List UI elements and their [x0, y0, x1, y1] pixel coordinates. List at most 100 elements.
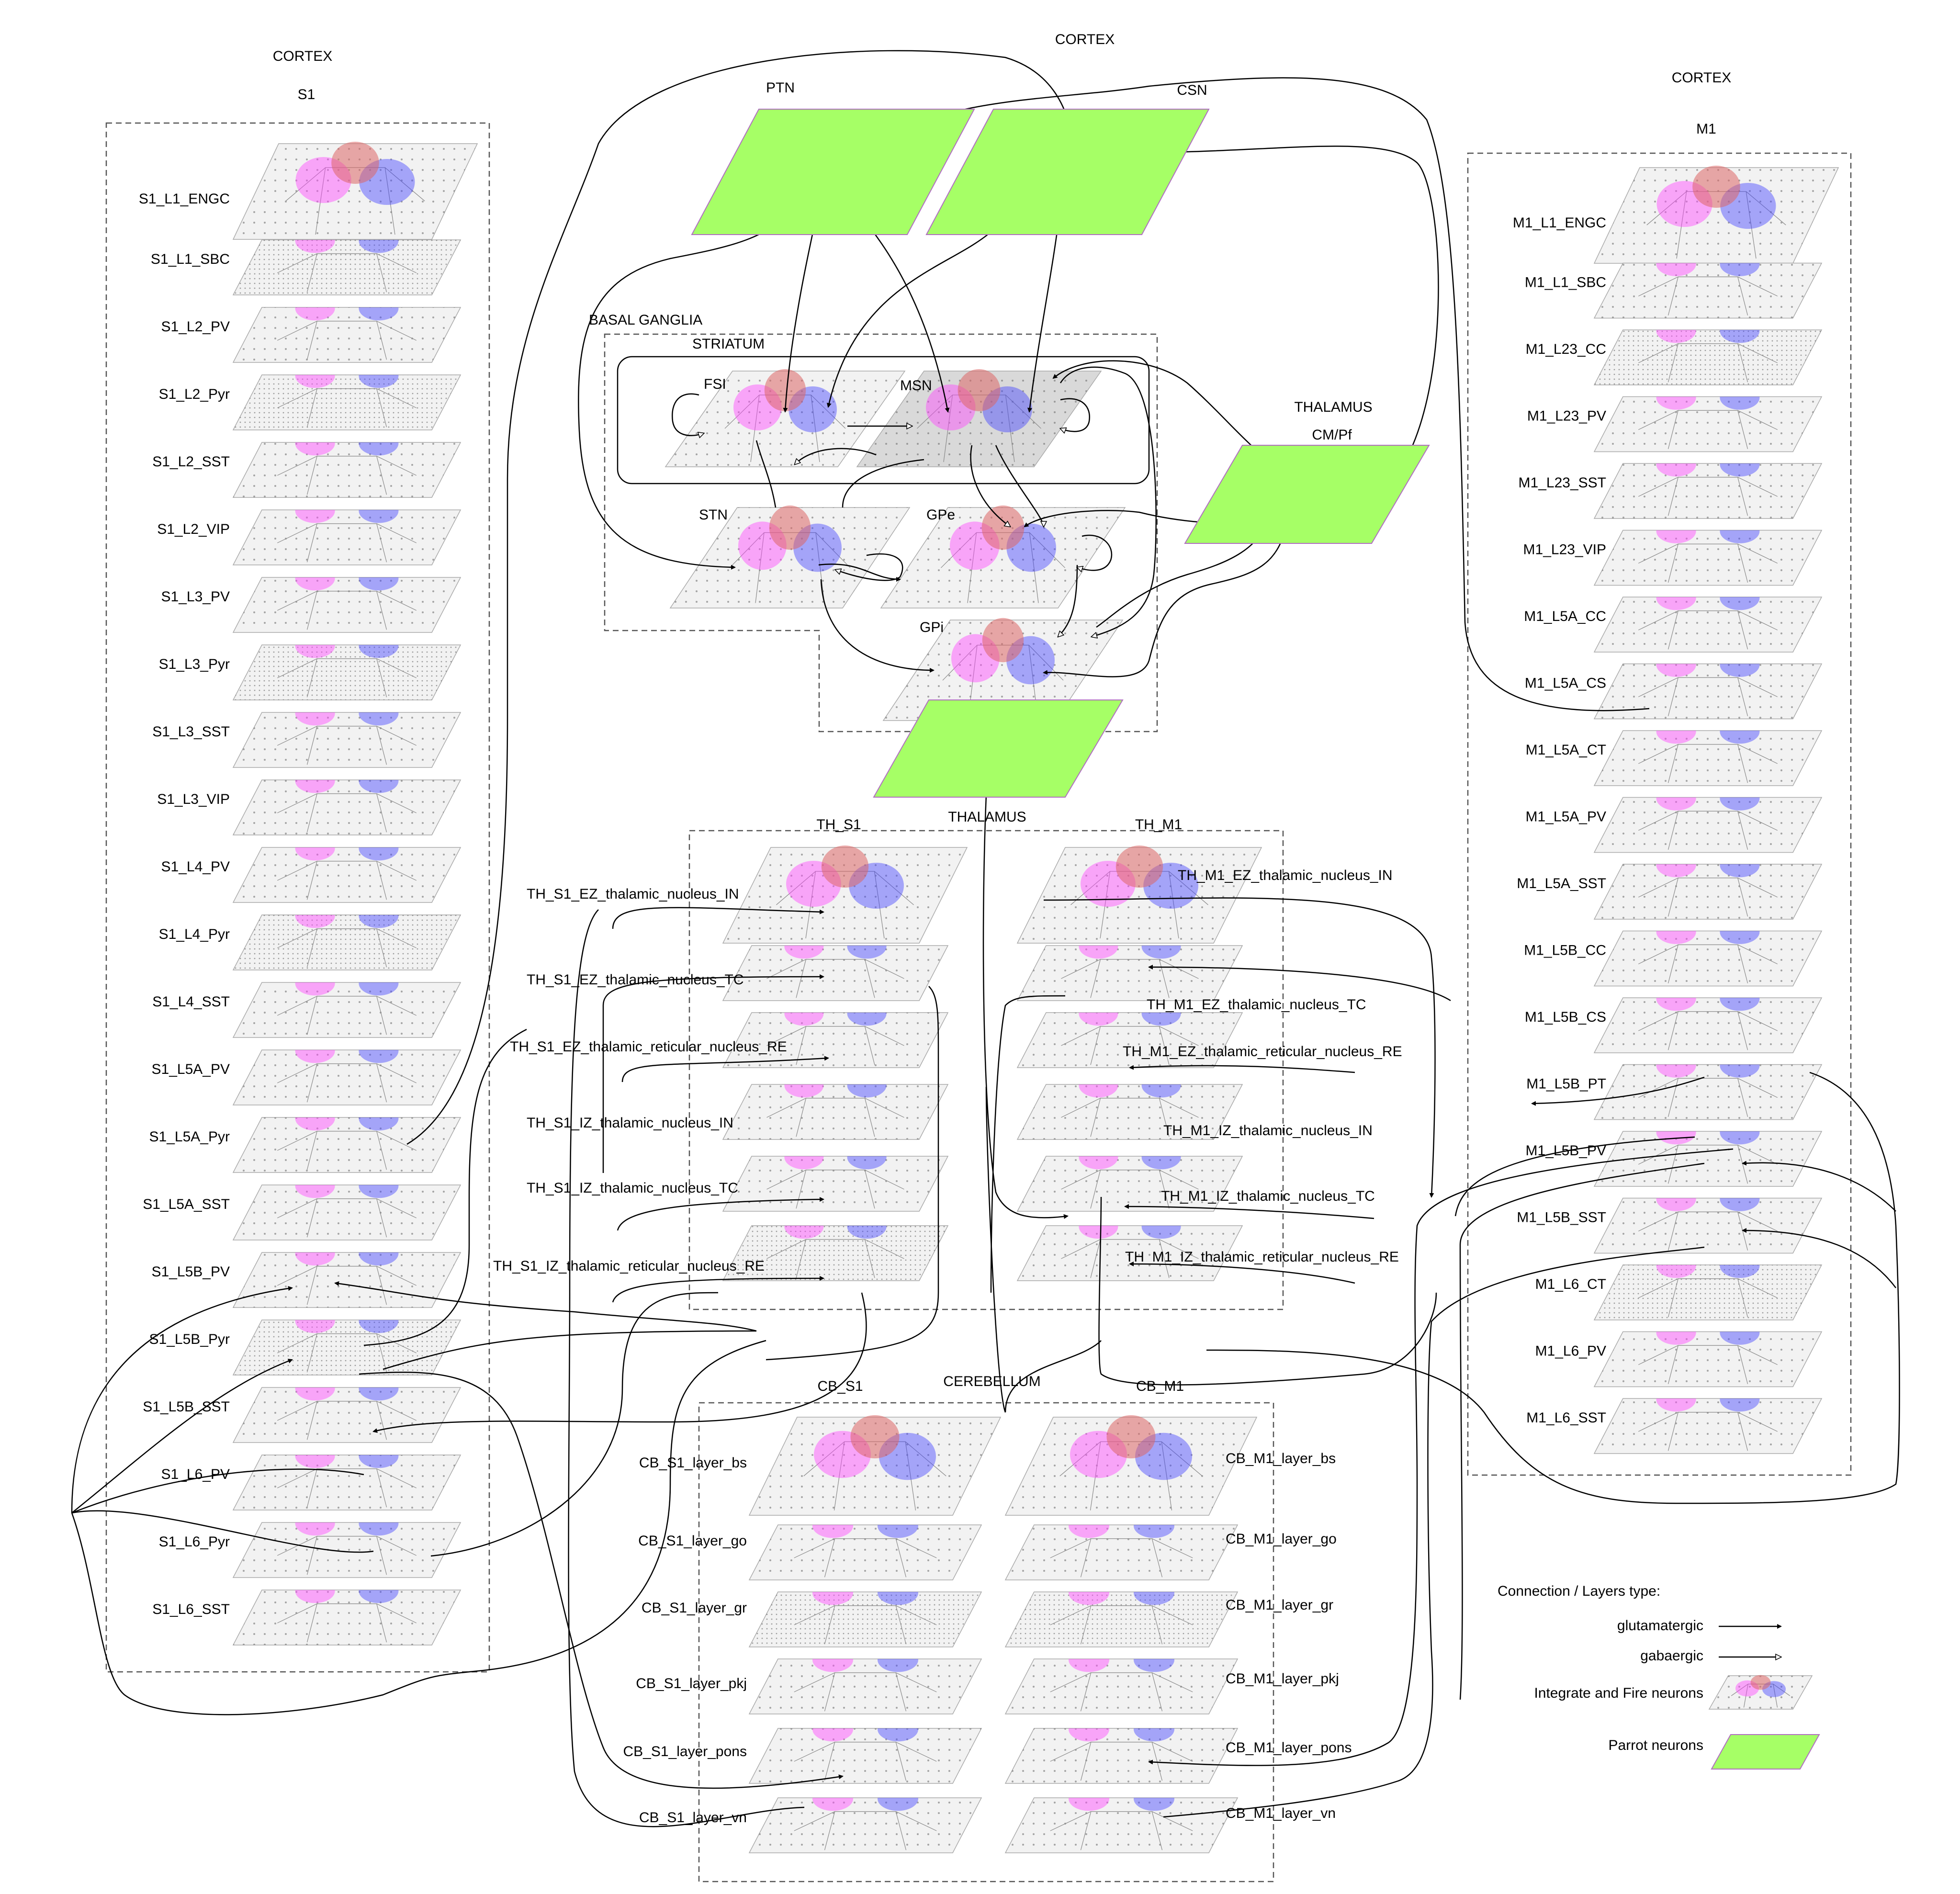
layer-label-cb_m1_layer_bs: CB_M1_layer_bs	[1226, 1451, 1336, 1466]
plate-s1_l1_sbc	[232, 239, 462, 295]
plate-m1_l5a_pv	[1593, 797, 1823, 853]
plate-cb_s1_layer_pkj	[748, 1658, 982, 1714]
layer-label-m1_l5a_ct: M1_L5A_CT	[1526, 742, 1606, 758]
top-cortex-region-label: CORTEX	[1055, 32, 1115, 47]
plate-s1_l2_vip	[232, 509, 462, 565]
plate-s1_l1_engc	[232, 142, 478, 240]
connection-glu	[1742, 1161, 1896, 1212]
plate-m1_l23_vip	[1593, 530, 1823, 586]
connection-glu	[406, 50, 1074, 1145]
cmpf-region-label: THALAMUS	[1294, 399, 1372, 415]
group-boxes	[105, 122, 1852, 1883]
plate-cb_s1_layer_pons	[748, 1728, 982, 1784]
layer-label-s1_l3_pyr: S1_L3_Pyr	[159, 656, 230, 672]
plate-s1_l6_pv	[232, 1454, 462, 1511]
plate-m1_l5b_cs	[1593, 997, 1823, 1053]
layer-label-s1_l3_pv: S1_L3_PV	[161, 589, 230, 605]
legend-parrot-label: Parrot neurons	[1609, 1737, 1703, 1753]
layer-label-s1_l5a_pv: S1_L5A_PV	[152, 1061, 230, 1077]
plate-m1_l5a_sst	[1593, 864, 1823, 920]
legend-title: Connection / Layers type:	[1498, 1583, 1660, 1599]
iaf-plate-icon-shape	[1708, 1675, 1813, 1710]
ptn-parrot-plate	[691, 109, 975, 235]
cb-m1-layer-labels: CB_M1_layer_bs CB_M1_layer_go CB_M1_layer_…	[1226, 1451, 1352, 1821]
layer-label-cb_m1_layer_pons: CB_M1_layer_pons	[1226, 1740, 1352, 1756]
layer-label-s1_l5a_sst: S1_L5A_SST	[143, 1196, 230, 1212]
connection-glu	[985, 1086, 1006, 1413]
legend-gabaergic-label: gabaergic	[1640, 1648, 1703, 1664]
layer-label-s1_l2_pv: S1_L2_PV	[161, 319, 230, 335]
th-m1-label: TH_M1	[1135, 817, 1182, 833]
layer-label-m1_l5a_cc: M1_L5A_CC	[1524, 609, 1606, 624]
cb-m1-label: CB_M1	[1136, 1378, 1184, 1394]
gpe-plate	[880, 505, 1126, 609]
plate-th_m1_ez_thalamic_nucleus_tc	[1016, 945, 1243, 1001]
plate-th_s1_iz_thalamic_reticular_nucleus_re	[722, 1225, 949, 1281]
plate-m1_l6_sst	[1593, 1398, 1823, 1454]
parrot-plates	[691, 109, 1430, 798]
cerebellum-box	[698, 1402, 1274, 1883]
layer-label-th_m1_iz_thalamic_reticular_nucleus_re: TH_M1_IZ_thalamic_reticular_nucleus_RE	[1125, 1249, 1399, 1265]
connection-gaba	[1077, 534, 1113, 570]
connection-glu	[766, 986, 939, 1361]
s1-layer-labels: S1_L1_ENGC S1_L1_SBC S1_L2_PV S1_L2_Pyr S1_L…	[139, 191, 230, 1617]
plate-s1_l3_vip	[232, 779, 462, 835]
layer-label-s1_l5b_pv: S1_L5B_PV	[152, 1264, 230, 1280]
layer-label-m1_l5a_cs: M1_L5A_CS	[1525, 676, 1606, 691]
layer-label-th_m1_ez_thalamic_reticular_nucleus_re: TH_M1_EZ_thalamic_reticular_nucleus_RE	[1123, 1044, 1402, 1060]
plate-s1_l5a_pyr	[232, 1117, 462, 1173]
plate-s1_l3_pyr	[232, 644, 462, 700]
layer-label-s1_l6_pyr: S1_L6_Pyr	[159, 1534, 230, 1550]
connection-gaba	[1058, 564, 1078, 637]
layer-label-s1_l5a_pyr: S1_L5A_Pyr	[149, 1129, 230, 1145]
plate-m1_l6_pv	[1593, 1331, 1823, 1387]
layer-label-s1_l4_sst: S1_L4_SST	[152, 994, 230, 1010]
plate-s1_l3_sst	[232, 712, 462, 768]
layer-label-s1_l2_sst: S1_L2_SST	[152, 454, 230, 470]
connection-glu	[1206, 1071, 1900, 1504]
connection-glu	[990, 995, 1066, 1293]
layer-label-s1_l1_engc: S1_L1_ENGC	[139, 191, 230, 207]
layer-label-m1_l1_engc: M1_L1_ENGC	[1513, 215, 1606, 231]
plate-m1_l5a_cc	[1593, 597, 1823, 653]
striatum-label: STRIATUM	[692, 336, 765, 352]
layer-label-th_s1_iz_thalamic_nucleus_tc: TH_S1_IZ_thalamic_nucleus_TC	[527, 1180, 738, 1196]
connection-glu	[71, 1510, 374, 1553]
connection-gaba	[995, 445, 1044, 527]
plate-cb_m1_layer_go	[1004, 1524, 1239, 1580]
layer-label-m1_l6_sst: M1_L6_SST	[1526, 1410, 1606, 1426]
connection-gaba	[672, 393, 704, 436]
layer-label-s1_l5b_sst: S1_L5B_SST	[143, 1399, 230, 1415]
cb-s1-label: CB_S1	[817, 1378, 863, 1394]
plate-s1_l2_pv	[232, 307, 462, 363]
connection-glu	[1531, 1076, 1705, 1106]
th-s1-layer-labels: TH_S1_EZ_thalamic_nucleus_IN TH_S1_EZ_tha…	[493, 886, 787, 1274]
connection-glu	[71, 1468, 364, 1514]
layer-label-s1_l4_pyr: S1_L4_Pyr	[159, 926, 230, 942]
legend: Connection / Layers type: glutamatergic …	[1498, 1583, 1820, 1770]
connection-glu	[612, 1276, 824, 1303]
layer-label-s1_l4_pv: S1_L4_PV	[161, 859, 230, 875]
s1-area-label: S1	[298, 87, 315, 102]
connections	[71, 50, 1900, 1827]
plate-m1_l5b_sst	[1593, 1197, 1823, 1254]
m1-cortex-region-label: CORTEX	[1672, 70, 1731, 86]
plate-m1_l6_ct	[1593, 1264, 1823, 1320]
plate-s1_l5b_pyr	[232, 1319, 462, 1375]
connection-glu	[818, 564, 901, 582]
layer-label-m1_l23_vip: M1_L23_VIP	[1523, 542, 1606, 558]
m1-area-label: M1	[1696, 121, 1716, 137]
th-m1-layer-labels: TH_M1_EZ_thalamic_nucleus_IN TH_M1_EZ_tha…	[1123, 868, 1402, 1265]
plate-cb_m1_layer_pkj	[1004, 1658, 1239, 1714]
connection-glu	[621, 1056, 829, 1082]
layer-label-s1_l2_vip: S1_L2_VIP	[157, 521, 230, 537]
plate-s1_l4_pyr	[232, 914, 462, 970]
plate-s1_l5b_sst	[232, 1387, 462, 1443]
connection-glu	[820, 579, 935, 673]
stn-plate	[669, 505, 911, 609]
labels: CORTEX S1 S1_L1_ENGCS1_L1_SBCS1_L2_PVS1_…	[139, 32, 1820, 1826]
connection-glu	[1742, 1228, 1896, 1288]
connection-glu	[1459, 1162, 1705, 1700]
cerebellum-label: CEREBELLUM	[943, 1374, 1040, 1389]
